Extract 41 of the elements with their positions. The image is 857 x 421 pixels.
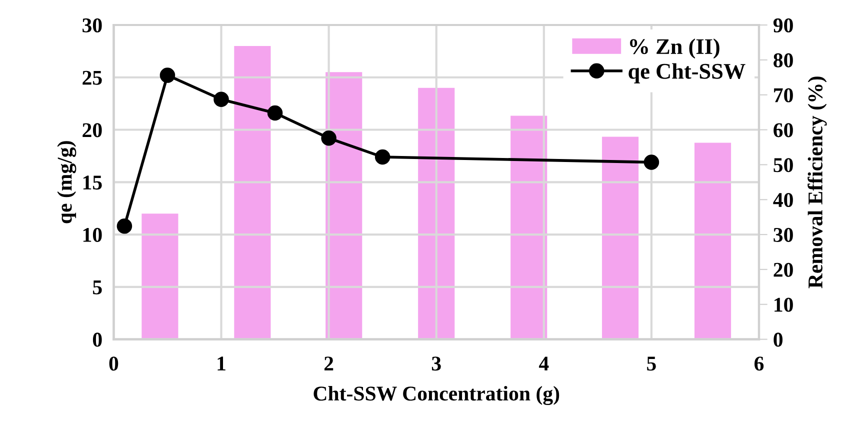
y2-tick-label: 50	[774, 158, 793, 172]
x-tick-label: 0	[109, 356, 118, 371]
legend-label: % Zn (II)	[630, 38, 720, 59]
y-tick-label: 0	[92, 332, 102, 347]
y-tick-label: 20	[82, 123, 102, 138]
y2-axis-title: Removal Efficiency (%)	[808, 76, 827, 288]
y-axis-title: qe (mg/g)	[57, 141, 76, 224]
point	[116, 218, 132, 234]
bar	[234, 46, 271, 340]
y-tick-label: 5	[93, 280, 102, 294]
y-tick-label: 10	[83, 228, 102, 242]
point	[267, 105, 283, 121]
point	[160, 68, 176, 83]
bar	[418, 88, 455, 340]
x-tick-label: 4	[538, 356, 549, 370]
point	[214, 92, 229, 108]
point	[374, 149, 390, 165]
x-tick-label: 3	[432, 356, 441, 371]
x-tick-label: 1	[218, 356, 226, 370]
y2-tick-label: 0	[774, 332, 783, 347]
y-tick-label: 25	[82, 70, 102, 85]
y2-tick-label: 10	[774, 298, 793, 312]
point	[321, 130, 336, 146]
x-tick-label: 5	[647, 356, 656, 371]
y-tick-label: 30	[82, 18, 102, 32]
y-tick-label: 15	[83, 176, 102, 190]
point	[644, 154, 660, 170]
bar	[602, 136, 639, 340]
y2-tick-label: 40	[773, 192, 793, 208]
x-tick-label: 2	[324, 356, 334, 370]
bar	[142, 214, 178, 340]
bar	[694, 142, 732, 340]
x-tick-label: 6	[754, 356, 764, 371]
y2-tick-label: 80	[774, 53, 793, 68]
y2-tick-label: 60	[774, 123, 793, 138]
y2-tick-label: 70	[774, 88, 793, 102]
legend-label: qe Cht-SSW	[628, 63, 746, 84]
x-axis-title: Cht-SSW Concentration (g)	[314, 386, 560, 406]
y2-tick-label: 30	[774, 228, 793, 242]
y2-tick-label: 90	[773, 18, 793, 32]
y2-tick-label: 20	[774, 262, 793, 277]
